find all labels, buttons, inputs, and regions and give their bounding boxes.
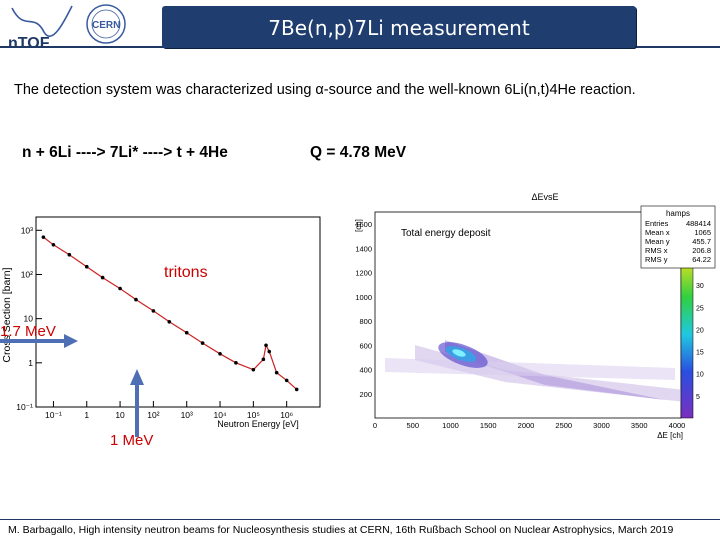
stats-name: hamps bbox=[666, 209, 690, 218]
data-point bbox=[234, 361, 238, 365]
energy-1-7mev-label: 1.7 MeV bbox=[0, 323, 56, 340]
plot-frame bbox=[35, 216, 321, 408]
stats-box bbox=[640, 205, 716, 269]
x-tick-label: 10⁵ bbox=[247, 410, 260, 420]
stats-key: Mean x bbox=[645, 228, 670, 237]
hist-z-tick-label: 5 bbox=[696, 394, 700, 401]
stats-value: 455.7 bbox=[692, 237, 711, 246]
stats-key: RMS y bbox=[645, 255, 668, 264]
data-point bbox=[267, 349, 272, 354]
data-point bbox=[134, 297, 138, 302]
data-point bbox=[200, 341, 205, 345]
hist-z-tick-label: 10 bbox=[696, 372, 704, 379]
data-point bbox=[151, 309, 156, 313]
x-axis-label: Neutron Energy [eV] bbox=[217, 419, 299, 429]
hist-x-tick-label: 2000 bbox=[518, 421, 535, 430]
hist-y-tick-label: 1600 bbox=[355, 220, 372, 229]
hist-z-tick-label: 30 bbox=[696, 283, 704, 290]
hist-z-tick-label: 20 bbox=[696, 327, 704, 334]
x-tick-label: 10² bbox=[147, 410, 159, 420]
data-point bbox=[261, 357, 266, 362]
stats-value: 1065 bbox=[694, 228, 711, 237]
data-point bbox=[184, 330, 189, 335]
q-value: Q = 4.78 MeV bbox=[310, 144, 407, 161]
energy-histogram-2d: ΔEvsE [ch] 2004006008001000120014001600 … bbox=[354, 192, 716, 440]
data-point bbox=[264, 343, 268, 348]
hist-x-tick-label: 2500 bbox=[555, 421, 572, 430]
stats-value: 488414 bbox=[686, 219, 711, 228]
tritons-label: tritons bbox=[164, 264, 208, 281]
hist-y-tick-label: 800 bbox=[359, 317, 372, 326]
hist-x-tick-label: 3500 bbox=[631, 421, 648, 430]
footer: M. Barbagallo, High intensity neutron be… bbox=[0, 519, 720, 541]
hist-y-tick-label: 200 bbox=[359, 390, 372, 399]
hist-z-tick-label: 25 bbox=[696, 305, 704, 312]
data-point bbox=[118, 286, 122, 291]
data-point bbox=[251, 367, 256, 372]
svg-text:CERN: CERN bbox=[92, 20, 120, 31]
triton-hotspot bbox=[438, 342, 488, 368]
hist-x-tick-label: 500 bbox=[406, 421, 419, 430]
y-tick-label: 1 bbox=[28, 358, 33, 368]
data-point bbox=[100, 275, 105, 280]
x-tick-label: 10³ bbox=[181, 410, 193, 420]
stats-key: Entries bbox=[645, 219, 669, 228]
x-tick-label: 10⁴ bbox=[213, 410, 226, 420]
arrow-right bbox=[0, 334, 78, 348]
x-tick-label: 1 bbox=[84, 410, 89, 420]
hist-y-tick-label: 400 bbox=[359, 366, 372, 375]
slide-title: 7Be(n,p)7Li measurement bbox=[268, 16, 530, 40]
histogram-title: ΔEvsE bbox=[531, 192, 558, 202]
stats-key: RMS x bbox=[645, 246, 668, 255]
histogram-annotation: Total energy deposit bbox=[401, 228, 491, 239]
hist-x-tick-label: 1000 bbox=[442, 421, 459, 430]
arrow-up bbox=[130, 369, 144, 437]
hist-y-tick-label: 600 bbox=[359, 341, 372, 350]
y-axis-label: Cross Section [barn] bbox=[1, 267, 13, 362]
stats-value: 206.8 bbox=[692, 246, 711, 255]
y-tick-label: 10³ bbox=[21, 225, 33, 235]
ntof-logo: nTOF bbox=[8, 5, 73, 52]
x-tick-label: 10⁶ bbox=[280, 410, 293, 420]
data-point bbox=[274, 370, 279, 375]
x-tick-label: 10 bbox=[115, 410, 125, 420]
hist-x-tick-label: 4000 bbox=[669, 421, 686, 430]
y-tick-label: 10 bbox=[24, 314, 34, 324]
data-point bbox=[167, 319, 172, 324]
hist-y-tick-label: 1200 bbox=[355, 269, 372, 278]
histogram-x-label: ΔE [ch] bbox=[657, 431, 683, 440]
hist-y-tick-label: 1000 bbox=[355, 293, 372, 302]
title-banner: 7Be(n,p)7Li measurement bbox=[162, 6, 636, 48]
data-point bbox=[51, 242, 56, 247]
hist-x-tick-label: 3000 bbox=[593, 421, 610, 430]
data-point bbox=[84, 264, 89, 269]
cern-logo: CERN bbox=[86, 4, 126, 44]
data-point bbox=[218, 352, 222, 356]
reaction-equation: n + 6Li ----> 7Li* ----> t + 4He bbox=[22, 144, 228, 161]
hist-y-tick-label: 1400 bbox=[355, 244, 372, 253]
intro-text: The detection system was characterized u… bbox=[14, 82, 636, 98]
data-point bbox=[294, 387, 299, 392]
x-tick-label: 10⁻¹ bbox=[45, 410, 62, 420]
svg-text:nTOF: nTOF bbox=[8, 35, 50, 52]
y-tick-label: 10⁻¹ bbox=[16, 402, 33, 412]
data-point bbox=[41, 235, 46, 239]
data-point bbox=[284, 378, 289, 383]
y-unit-label: [ch] bbox=[354, 219, 363, 232]
y-tick-label: 10² bbox=[21, 269, 33, 279]
stats-key: Mean y bbox=[645, 237, 670, 246]
hist-z-tick-label: 15 bbox=[696, 350, 704, 357]
hist-x-tick-label: 0 bbox=[373, 421, 377, 430]
band-diagonal bbox=[415, 340, 685, 402]
stats-value: 64.22 bbox=[692, 255, 711, 264]
hist-x-tick-label: 1500 bbox=[480, 421, 497, 430]
energy-1mev-label: 1 MeV bbox=[110, 432, 153, 449]
cross-section-plot: 10³ 10² 10 1 10⁻¹ 10⁻¹ 1 10 10² 10³ 10⁴ 10⁵ 10⁶ Cro… bbox=[0, 216, 321, 449]
footer-citation: M. Barbagallo, High intensity neutron be… bbox=[8, 524, 674, 536]
data-point bbox=[67, 252, 72, 257]
